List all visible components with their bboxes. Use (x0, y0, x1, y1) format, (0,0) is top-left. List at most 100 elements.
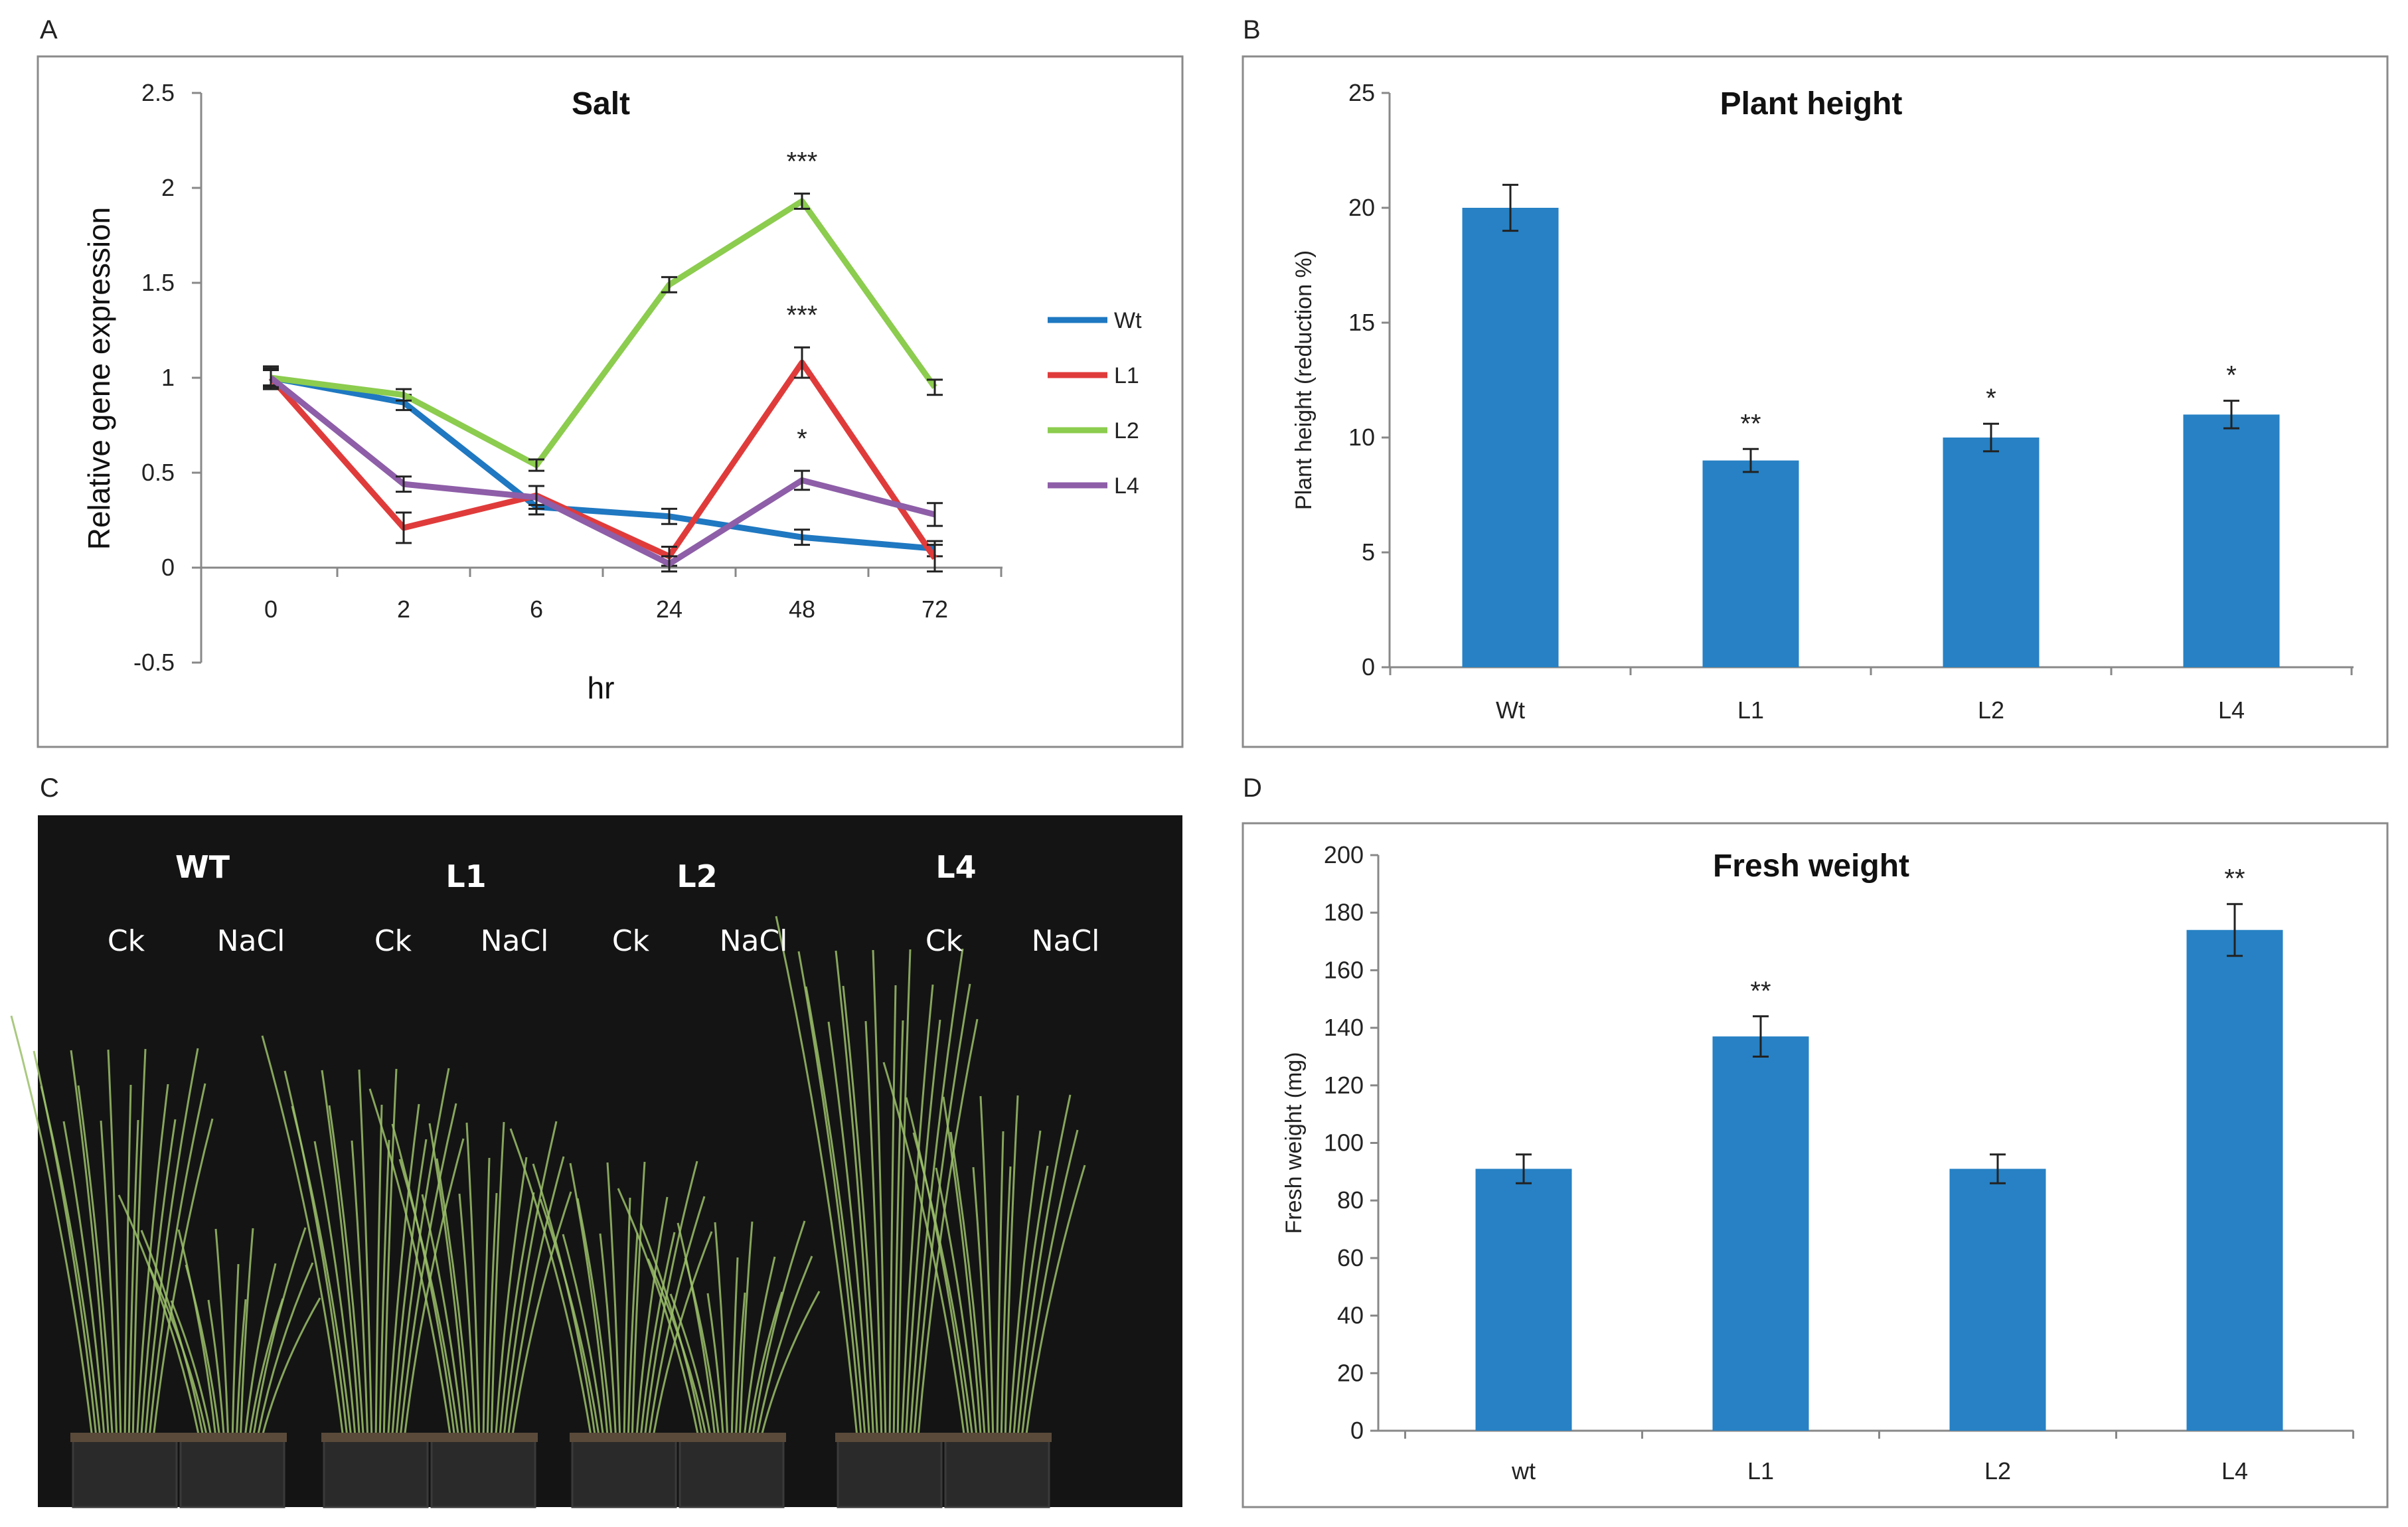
plant-stem (243, 1263, 277, 1445)
plant-stem (639, 1232, 676, 1445)
plant-stem (706, 1293, 725, 1445)
plant-stem (10, 1015, 94, 1445)
plant-stem (797, 951, 863, 1445)
y-tick-label: 20 (1348, 194, 1375, 221)
plant-stem (494, 1157, 528, 1445)
bar-l1 (1712, 1036, 1809, 1431)
pot-soil (178, 1433, 287, 1442)
significance-label: * (1986, 384, 1996, 413)
panel-label-b: B (1243, 15, 1261, 44)
plant-pot (72, 1436, 178, 1508)
plant-stem (62, 1121, 106, 1445)
y-tick-label: 20 (1337, 1359, 1364, 1386)
plant-stem (539, 1198, 602, 1445)
y-tick-label: 15 (1348, 309, 1375, 336)
y-tick-label: 80 (1337, 1186, 1364, 1214)
plant-stem (1020, 1129, 1079, 1445)
plant-stem (562, 1234, 605, 1445)
plant-stem (896, 949, 912, 1445)
plant-stem (402, 1138, 465, 1445)
plant-stem (498, 1192, 535, 1445)
plant-stem (421, 1194, 465, 1445)
plant-stem (746, 1291, 783, 1445)
y-axis-title: Plant height (reduction %) (1291, 250, 1317, 510)
x-tick-label: 2 (397, 596, 410, 623)
plant-stem (231, 1263, 240, 1445)
plant-stem (888, 985, 897, 1445)
plant-stem (40, 1085, 102, 1445)
plant-stem (734, 1292, 746, 1445)
plant-stem (510, 1191, 572, 1445)
pot-soil (835, 1433, 944, 1442)
plant-stem (391, 1123, 457, 1445)
plant-stem (235, 1299, 247, 1445)
significance-label: ** (1750, 977, 1771, 1006)
plant-stem (386, 1103, 420, 1445)
chart-title: Salt (572, 86, 630, 121)
plant-stem (490, 1121, 505, 1445)
panel-label-d: D (1243, 773, 1262, 803)
y-tick-label: 1.5 (141, 269, 175, 296)
plant-stem (378, 1139, 390, 1445)
plant-stem (147, 1265, 210, 1445)
pot-soil (70, 1433, 179, 1442)
plant-stem (398, 1103, 457, 1445)
x-tick-label: 0 (264, 596, 278, 623)
plant-stem (247, 1298, 284, 1445)
plant-stem (758, 1291, 821, 1445)
y-tick-label: 2.5 (141, 79, 175, 106)
plant-pot (571, 1436, 677, 1508)
plant-stem (509, 1128, 594, 1445)
plant-stem (916, 1018, 979, 1445)
significance-label: * (797, 424, 807, 453)
plant-stem (321, 1070, 361, 1445)
plant-stem (214, 1228, 230, 1445)
plant-stem (368, 1088, 453, 1445)
plant-pot (430, 1436, 536, 1508)
plant-stem (827, 1021, 871, 1445)
plant-stem (70, 1050, 110, 1445)
plant-stem (207, 1299, 226, 1445)
plant-stem (291, 1105, 353, 1445)
plant-stem (677, 1222, 717, 1445)
series-line-l1 (268, 359, 937, 560)
y-tick-label: 0 (1350, 1417, 1364, 1444)
bar-l2 (1943, 438, 2040, 667)
plants (10, 916, 1086, 1508)
bar-l1 (1702, 460, 1799, 667)
photo-treatment-label: NaCl (217, 924, 285, 958)
plant-stem (643, 1161, 698, 1445)
plant-stem (374, 1104, 383, 1445)
plant-stem (842, 985, 879, 1445)
panel-label-c: C (40, 773, 59, 803)
plant-stem (428, 1123, 469, 1445)
plant-stem (118, 1194, 202, 1445)
plant-stem (669, 1293, 713, 1445)
plant-stem (1004, 1095, 1019, 1445)
plant-stem (506, 1156, 565, 1445)
x-tick-label: 72 (922, 596, 948, 623)
x-tick-label: 48 (789, 596, 815, 623)
x-tick-label: 6 (530, 596, 543, 623)
plant-stem (775, 916, 859, 1445)
plant-stem (979, 1095, 995, 1445)
x-axis-title: hr (588, 671, 615, 705)
plant-stem (835, 950, 875, 1445)
pot-soil (321, 1433, 430, 1442)
bar-l4 (2183, 414, 2280, 667)
plant-stem (738, 1221, 754, 1445)
plant-stem (892, 1020, 904, 1445)
significance-label: ** (1740, 409, 1761, 438)
panel-a-frame (37, 55, 1184, 748)
x-tick-label: L2 (1984, 1457, 2011, 1485)
plant-stem (185, 1264, 222, 1445)
plant-stem (239, 1228, 254, 1445)
plant-stem (131, 1048, 147, 1445)
plant-stem (754, 1255, 813, 1445)
x-tick-label: L2 (1978, 696, 2004, 724)
plant-stem (100, 1120, 118, 1445)
plant-stem (486, 1192, 498, 1445)
series-line-l4 (269, 375, 936, 567)
significance-label: ** (2224, 864, 2245, 894)
